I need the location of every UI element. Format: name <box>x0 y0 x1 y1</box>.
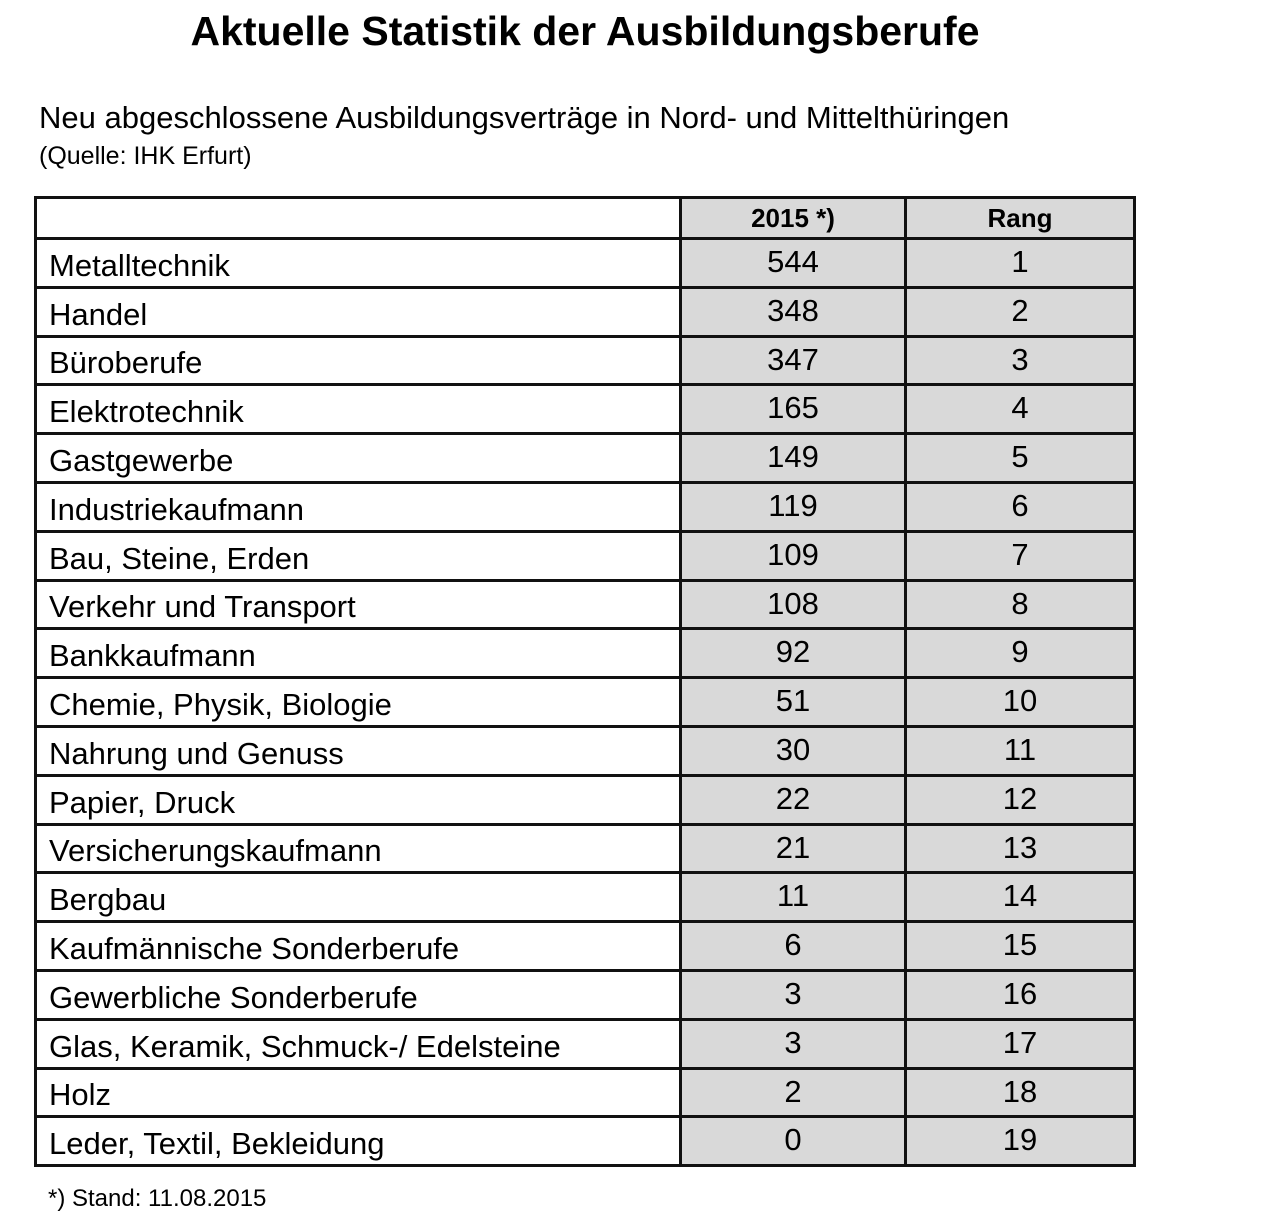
source-note: (Quelle: IHK Erfurt) <box>39 142 252 170</box>
occupation-cell: Verkehr und Transport <box>34 578 682 631</box>
rank-cell: 16 <box>904 968 1136 1021</box>
count-cell: 11 <box>679 871 907 924</box>
table-row: Verkehr und Transport 108 8 <box>34 578 1136 631</box>
occupation-cell: Holz <box>34 1066 682 1119</box>
table-row: Bergbau 11 14 <box>34 871 1136 924</box>
count-cell: 348 <box>679 285 907 338</box>
occupation-cell: Gastgewerbe <box>34 432 682 484</box>
count-cell: 119 <box>679 480 907 533</box>
table-row: Metalltechnik 544 1 <box>34 237 1136 289</box>
table-row: Holz 2 18 <box>34 1066 1136 1119</box>
rank-cell: 13 <box>904 822 1136 875</box>
occupation-cell: Büroberufe <box>34 334 682 387</box>
count-cell: 30 <box>679 724 907 777</box>
count-cell: 165 <box>679 383 907 436</box>
rank-cell: 1 <box>904 237 1136 289</box>
table-row: Leder, Textil, Bekleidung 0 19 <box>34 1115 1136 1168</box>
table-row: Bau, Steine, Erden 109 7 <box>34 529 1136 582</box>
table-row: Bankkaufmann 92 9 <box>34 627 1136 680</box>
count-cell: 0 <box>679 1115 907 1168</box>
count-cell: 2 <box>679 1066 907 1119</box>
rank-cell: 7 <box>904 529 1136 582</box>
occupation-cell: Gewerbliche Sonderberufe <box>34 968 682 1021</box>
rank-cell: 5 <box>904 432 1136 484</box>
occupation-cell: Glas, Keramik, Schmuck-/ Edelsteine <box>34 1017 682 1070</box>
occupation-cell: Handel <box>34 285 682 338</box>
count-cell: 22 <box>679 773 907 826</box>
occupation-cell: Chemie, Physik, Biologie <box>34 676 682 728</box>
rank-cell: 6 <box>904 480 1136 533</box>
header-year: 2015 *) <box>679 196 907 240</box>
count-cell: 108 <box>679 578 907 631</box>
footnote: *) Stand: 11.08.2015 <box>48 1185 267 1212</box>
count-cell: 51 <box>679 676 907 728</box>
count-cell: 6 <box>679 920 907 972</box>
occupation-cell: Versicherungskaufmann <box>34 822 682 875</box>
count-cell: 92 <box>679 627 907 680</box>
occupation-cell: Bergbau <box>34 871 682 924</box>
count-cell: 544 <box>679 237 907 289</box>
table-row: Elektrotechnik 165 4 <box>34 383 1136 436</box>
statistics-table: 2015 *) Rang Metalltechnik 544 1 Handel 348 2… <box>34 196 1136 1168</box>
rank-cell: 17 <box>904 1017 1136 1070</box>
subtitle: Neu abgeschlossene Ausbildungsverträge i… <box>39 100 1010 135</box>
count-cell: 3 <box>679 1017 907 1070</box>
rank-cell: 9 <box>904 627 1136 680</box>
occupation-cell: Nahrung und Genuss <box>34 724 682 777</box>
table-row: Papier, Druck 22 12 <box>34 773 1136 826</box>
occupation-cell: Industriekaufmann <box>34 480 682 533</box>
occupation-cell: Kaufmännische Sonderberufe <box>34 920 682 972</box>
rank-cell: 8 <box>904 578 1136 631</box>
occupation-cell: Elektrotechnik <box>34 383 682 436</box>
rank-cell: 2 <box>904 285 1136 338</box>
table-row: Nahrung und Genuss 30 11 <box>34 724 1136 777</box>
header-blank <box>34 196 682 240</box>
table-row: Gewerbliche Sonderberufe 3 16 <box>34 968 1136 1021</box>
rank-cell: 11 <box>904 724 1136 777</box>
table-row: Industriekaufmann 119 6 <box>34 480 1136 533</box>
occupation-cell: Papier, Druck <box>34 773 682 826</box>
header-row: 2015 *) Rang <box>34 196 1136 240</box>
rank-cell: 19 <box>904 1115 1136 1168</box>
rank-cell: 3 <box>904 334 1136 387</box>
rank-cell: 18 <box>904 1066 1136 1119</box>
occupation-cell: Metalltechnik <box>34 237 682 289</box>
occupation-cell: Leder, Textil, Bekleidung <box>34 1115 682 1168</box>
rank-cell: 4 <box>904 383 1136 436</box>
table-row: Kaufmännische Sonderberufe 6 15 <box>34 920 1136 972</box>
count-cell: 109 <box>679 529 907 582</box>
rank-cell: 12 <box>904 773 1136 826</box>
count-cell: 21 <box>679 822 907 875</box>
table-row: Chemie, Physik, Biologie 51 10 <box>34 676 1136 728</box>
table-row: Handel 348 2 <box>34 285 1136 338</box>
count-cell: 3 <box>679 968 907 1021</box>
header-rank: Rang <box>904 196 1136 240</box>
count-cell: 149 <box>679 432 907 484</box>
count-cell: 347 <box>679 334 907 387</box>
rank-cell: 15 <box>904 920 1136 972</box>
occupation-cell: Bau, Steine, Erden <box>34 529 682 582</box>
table-row: Versicherungskaufmann 21 13 <box>34 822 1136 875</box>
table-row: Glas, Keramik, Schmuck-/ Edelsteine 3 17 <box>34 1017 1136 1070</box>
page-title: Aktuelle Statistik der Ausbildungsberufe <box>190 8 980 54</box>
table-row: Gastgewerbe 149 5 <box>34 432 1136 484</box>
rank-cell: 14 <box>904 871 1136 924</box>
table-row: Büroberufe 347 3 <box>34 334 1136 387</box>
occupation-cell: Bankkaufmann <box>34 627 682 680</box>
rank-cell: 10 <box>904 676 1136 728</box>
